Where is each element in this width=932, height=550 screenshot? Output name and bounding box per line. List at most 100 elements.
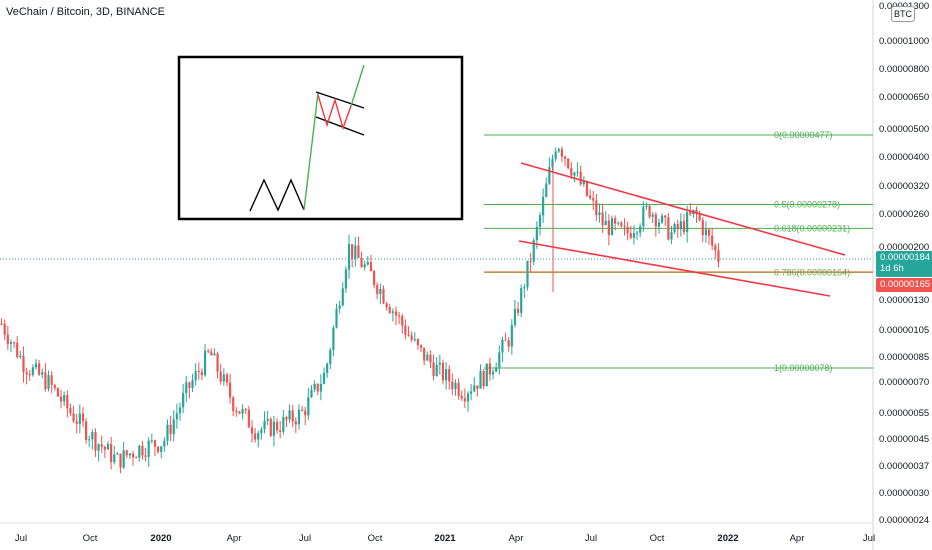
candle-body [254, 433, 257, 440]
candle-body [648, 205, 651, 217]
candle-body [12, 342, 16, 344]
candle-body [482, 370, 485, 387]
candle-body [113, 454, 116, 463]
candle-body [560, 149, 564, 157]
x-tick-label: 2022 [717, 533, 738, 544]
y-tick-label: 0.00000105 [879, 325, 929, 336]
candle-body [582, 181, 585, 185]
fib-level-label: 0(0.00000477) [774, 130, 833, 140]
candle-body [88, 439, 91, 441]
candle-body [197, 371, 200, 373]
y-tick-label: 0.00000400 [879, 152, 929, 163]
candle-body [203, 350, 207, 376]
candle-body [711, 235, 714, 246]
candle-body [372, 271, 376, 285]
candle-body [686, 212, 689, 233]
candle-body [110, 443, 113, 463]
candle-body [394, 311, 398, 316]
candle-body [535, 226, 538, 241]
candle-body [404, 325, 407, 335]
candle-body [22, 355, 25, 373]
candle-body [147, 440, 150, 457]
candle-body [451, 381, 454, 390]
y-tick-label: 0.00000070 [879, 377, 929, 388]
candle-body [103, 446, 106, 450]
candle-body [717, 250, 720, 262]
channel-upper-line[interactable] [520, 162, 846, 256]
candle-body [319, 383, 322, 392]
time-axis[interactable]: Jul Oct 2020 Apr Jul Oct 2021 Apr Jul Oct 2022 Apr J… [15, 533, 875, 544]
candle-body [210, 351, 213, 356]
candle-body [416, 339, 420, 346]
x-tick-label: Jul [299, 533, 311, 544]
candle-body [610, 218, 614, 235]
candle-body [673, 223, 676, 233]
candle-body [307, 397, 310, 416]
candle-body [388, 307, 391, 313]
channel-lower-line[interactable] [518, 240, 831, 297]
y-tick-label: 0.00000650 [879, 92, 929, 103]
candle-body [341, 288, 344, 306]
candle-body [81, 413, 85, 422]
candle-body [438, 362, 441, 365]
candle-body [91, 432, 94, 440]
candle-body [488, 363, 492, 375]
x-tick-label: Jul [863, 533, 875, 544]
candle-body [6, 334, 9, 344]
candle-body [0, 323, 3, 325]
candle-body [116, 453, 119, 455]
candle-body [247, 409, 250, 428]
candle-body [191, 380, 194, 388]
candle-body [635, 232, 639, 234]
candle-body [128, 453, 132, 456]
candle-body [595, 200, 598, 215]
fib-level-label: 1(0.00000078) [774, 363, 833, 373]
candle-body [56, 388, 60, 397]
y-tick-label: 0.00000055 [879, 408, 929, 419]
candle-body [78, 413, 81, 425]
candle-body [351, 244, 354, 259]
candle-body [19, 355, 22, 358]
candle-body [313, 383, 316, 390]
candle-body [38, 363, 41, 375]
fibonacci-levels[interactable]: 0(0.00000477) 0.5(0.00000278) 0.618(0.0000… [484, 130, 873, 373]
candle-body [225, 374, 229, 383]
candle-body [526, 260, 529, 288]
candle-body [670, 232, 673, 240]
candle-body [304, 410, 307, 416]
candle-body [485, 363, 488, 387]
candle-body [620, 222, 623, 227]
candle-body [570, 168, 573, 176]
y-tick-label: 0.00000800 [879, 64, 929, 75]
candle-body [457, 382, 460, 396]
candle-body [141, 445, 144, 456]
y-tick-label: 0.00000320 [879, 181, 929, 192]
currency-badge[interactable]: BTC [891, 6, 915, 22]
candle-body [520, 288, 523, 313]
x-tick-label: Oct [650, 533, 665, 544]
candle-body [260, 429, 263, 434]
bull-flag-illustration[interactable] [177, 55, 464, 221]
candle-body [695, 209, 698, 214]
candle-body [235, 411, 238, 413]
x-tick-label: Jul [15, 533, 27, 544]
candle-body [188, 382, 191, 388]
candle-body [219, 371, 222, 382]
candle-body [588, 195, 592, 199]
candle-body [47, 375, 50, 390]
y-tick-label: 0.00000085 [879, 352, 929, 363]
candle-body [645, 205, 648, 207]
y-tick-label: 0.00000500 [879, 124, 929, 135]
candle-body [294, 421, 297, 425]
candle-body [423, 347, 426, 361]
candle-body [551, 159, 554, 168]
x-tick-label: Oct [83, 533, 98, 544]
candle-body [194, 371, 197, 381]
candle-body [269, 418, 272, 436]
x-tick-label: Apr [227, 533, 242, 544]
candle-body [454, 382, 457, 390]
candle-body [592, 198, 595, 201]
candle-body [407, 334, 410, 336]
candle-body [714, 245, 717, 251]
